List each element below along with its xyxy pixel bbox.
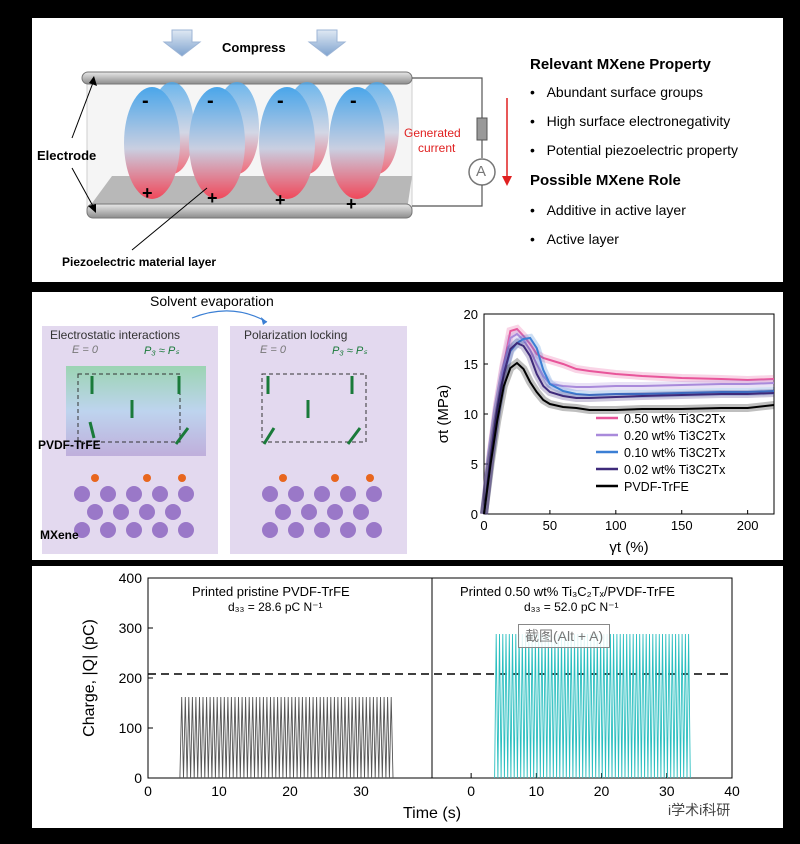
y-tick-label: 15	[464, 357, 478, 372]
piezo-device-illustration	[71, 29, 512, 251]
current-arrow	[502, 176, 512, 186]
x-tick-label: 20	[282, 783, 298, 799]
electrode-label: Electrode	[37, 148, 97, 163]
legend-entry: 0.10 wt% Ti3C2Tx	[624, 446, 726, 460]
screenshot-hint-overlay: 截图(Alt + A)	[518, 624, 611, 648]
p-approx-right: P₃ ≈ Pₛ	[332, 345, 368, 357]
minus-charge: -	[277, 90, 284, 112]
solvent-evaporation-label: Solvent evaporation	[150, 293, 274, 309]
y-tick-label: 0	[134, 770, 142, 786]
legend-entry: 0.20 wt% Ti3C2Tx	[624, 429, 726, 443]
mxene-property-heading: Relevant MXene Property	[530, 56, 711, 73]
minus-charge: -	[142, 90, 149, 112]
y-tick-label: 0	[471, 507, 478, 522]
x-tick-label: 100	[605, 518, 627, 533]
mxene-role-heading: Possible MXene Role	[530, 172, 681, 189]
y-axis-label: σt (MPa)	[435, 385, 452, 443]
role-item: Active layer	[546, 231, 619, 247]
molecule-arrows	[88, 376, 362, 445]
x-tick-label: 0	[480, 518, 487, 533]
charge-trace-1	[494, 633, 691, 779]
compress-label: Compress	[222, 40, 286, 55]
property-item: Potential piezoelectric property	[546, 142, 739, 158]
y-tick-label: 400	[119, 570, 143, 586]
charge-trace-0	[179, 696, 394, 779]
piezo-layer-label: Piezoelectric material layer	[62, 255, 217, 269]
series-line-3	[483, 341, 775, 515]
plus-charge: +	[207, 188, 218, 208]
minus-charge: -	[350, 90, 357, 112]
mxene-label: MXene	[40, 528, 79, 542]
y-tick-label: 20	[464, 307, 478, 322]
x-tick-label: 30	[659, 783, 675, 799]
dipole-ellipsoids	[124, 82, 399, 199]
piezo-schematic-panel: Compress Electrode Piezoelectric materia…	[32, 18, 783, 282]
property-item: Abundant surface groups	[546, 84, 704, 100]
legend-entry: 0.50 wt% Ti3C2Tx	[624, 412, 726, 426]
y-tick-label: 10	[464, 407, 478, 422]
x-tick-label: 0	[467, 783, 475, 799]
right-series-title: Printed 0.50 wt% Ti₃C₂Tₓ/PVDF-TrFE	[460, 584, 675, 599]
top-electrode	[81, 71, 413, 85]
charge-output-panel: 0 100 200 300 400 Charge, |Q| (pC) 0 10 20 30 0 10 2…	[32, 566, 783, 828]
x-tick-label: 30	[353, 783, 369, 799]
generated-current-label-1: Generated	[404, 126, 461, 140]
pvdf-label: PVDF-TrFE	[38, 438, 101, 452]
y-tick-label: 5	[471, 457, 478, 472]
wechat-watermark: i学术i科研	[668, 802, 731, 818]
mechanism-and-mechanics-panel: Solvent evaporation Electrostatic intera…	[32, 292, 783, 560]
series-line-4	[483, 361, 775, 515]
x-tick-label: 20	[594, 783, 610, 799]
x-tick-label: 200	[737, 518, 759, 533]
y-axis-label: Charge, |Q| (pC)	[81, 619, 98, 737]
plus-charge: +	[142, 183, 153, 203]
role-item: Additive in active layer	[546, 202, 686, 218]
y-tick-label: 200	[119, 670, 143, 686]
legend-entry: PVDF-TrFE	[624, 480, 689, 494]
legend-entry: 0.02 wt% Ti3C2Tx	[624, 463, 726, 477]
left-series-title: Printed pristine PVDF-TrFE	[192, 584, 350, 599]
mechanism-illustration	[42, 310, 407, 554]
compress-arrow-right	[307, 29, 347, 57]
plus-charge: +	[346, 194, 357, 214]
x-tick-label: 10	[211, 783, 227, 799]
x-tick-label: 150	[671, 518, 693, 533]
electrostatic-title: Electrostatic interactions	[50, 328, 181, 342]
x-tick-label: 10	[529, 783, 545, 799]
compress-arrow-left	[162, 29, 202, 57]
plus-charge: +	[275, 190, 286, 210]
x-axis-label: Time (s)	[403, 805, 461, 822]
x-tick-label: 40	[724, 783, 740, 799]
y-tick-label: 100	[119, 720, 143, 736]
p-approx-left: P₃ ≈ Pₛ	[144, 345, 180, 357]
left-series-d33: d₃₃ = 28.6 pC N⁻¹	[228, 600, 323, 614]
y-tick-label: 300	[119, 620, 143, 636]
x-axis-label: γt (%)	[609, 539, 648, 556]
minus-charge: -	[207, 90, 214, 112]
property-item: High surface electronegativity	[546, 113, 731, 129]
ammeter-symbol: A	[476, 163, 487, 180]
series-line-1	[483, 332, 775, 515]
e-zero-right: E = 0	[260, 344, 286, 356]
x-tick-label: 0	[144, 783, 152, 799]
generated-current-label-2: current	[418, 141, 456, 155]
bottom-electrode	[86, 203, 413, 219]
x-tick-label: 50	[543, 518, 557, 533]
mxene-lattice	[74, 474, 382, 538]
stress-strain-chart: 0 50 100 150 200 0 5 10 15 20 γt (%) σt (MPa) 0.50 w…	[435, 307, 775, 556]
e-zero-left: E = 0	[72, 344, 98, 356]
polarization-title: Polarization locking	[244, 328, 348, 342]
right-series-d33: d₃₃ = 52.0 pC N⁻¹	[524, 600, 619, 614]
